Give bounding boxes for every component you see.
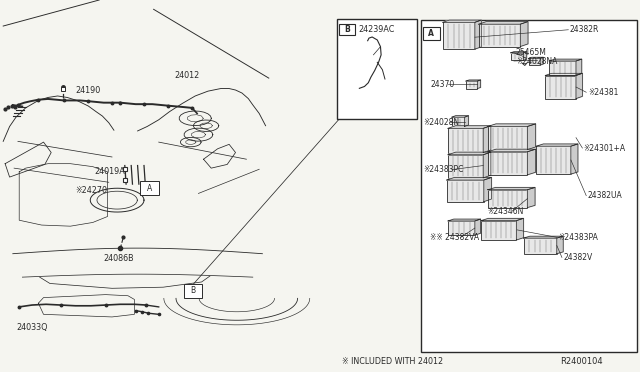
Bar: [339, 24, 355, 35]
Polygon shape: [483, 152, 491, 178]
Bar: [524, 238, 557, 254]
Polygon shape: [524, 236, 563, 238]
Text: B: B: [191, 286, 196, 295]
Polygon shape: [488, 124, 536, 126]
Polygon shape: [483, 126, 491, 153]
Bar: [337, 19, 417, 119]
Polygon shape: [536, 144, 578, 146]
Text: 25465M: 25465M: [516, 48, 547, 57]
Text: R2400104: R2400104: [560, 357, 603, 366]
Text: ※24383PA: ※24383PA: [558, 233, 598, 242]
Polygon shape: [545, 73, 582, 76]
Text: 24239AC: 24239AC: [358, 25, 395, 34]
Text: A: A: [147, 184, 152, 193]
Bar: [448, 221, 475, 235]
Polygon shape: [466, 80, 481, 81]
Text: ※※ 24382VA: ※※ 24382VA: [430, 233, 479, 242]
Text: B: B: [344, 25, 349, 34]
Polygon shape: [529, 57, 543, 58]
Polygon shape: [488, 149, 536, 152]
Polygon shape: [448, 152, 491, 155]
Polygon shape: [475, 20, 481, 49]
Bar: [421, 20, 637, 352]
Bar: [529, 58, 540, 65]
Polygon shape: [465, 116, 468, 126]
Bar: [488, 190, 527, 208]
Bar: [184, 284, 202, 298]
Text: 24190: 24190: [76, 86, 100, 94]
Text: ※24381: ※24381: [588, 88, 618, 97]
Bar: [448, 128, 483, 153]
Polygon shape: [549, 59, 582, 61]
Text: 24382R: 24382R: [570, 25, 599, 34]
Text: ※ INCLUDED WITH 24012: ※ INCLUDED WITH 24012: [342, 357, 444, 366]
Polygon shape: [571, 144, 578, 174]
Polygon shape: [516, 218, 524, 240]
Polygon shape: [448, 219, 481, 221]
Bar: [443, 22, 475, 49]
Text: ※24028N: ※24028N: [423, 118, 459, 126]
Polygon shape: [540, 57, 543, 65]
Text: 24382V: 24382V: [563, 253, 593, 262]
Bar: [140, 181, 159, 195]
Text: 24086B: 24086B: [104, 254, 134, 263]
Bar: [536, 146, 571, 174]
Polygon shape: [527, 124, 536, 150]
Text: ※24270: ※24270: [76, 186, 108, 195]
Polygon shape: [527, 149, 536, 175]
Polygon shape: [475, 219, 481, 235]
Polygon shape: [477, 80, 481, 89]
Bar: [423, 27, 440, 40]
Text: ※24346N: ※24346N: [488, 207, 524, 216]
Bar: [479, 24, 520, 46]
Polygon shape: [481, 218, 524, 221]
Text: ※24028NA: ※24028NA: [516, 57, 557, 65]
Bar: [545, 76, 576, 99]
Bar: [511, 53, 524, 60]
Bar: [452, 117, 465, 126]
Text: ※24301+A: ※24301+A: [584, 144, 626, 153]
Polygon shape: [479, 22, 528, 24]
Polygon shape: [527, 187, 535, 208]
Bar: [488, 126, 527, 150]
Text: 24370: 24370: [430, 80, 454, 89]
Bar: [447, 180, 484, 202]
Bar: [481, 221, 516, 240]
Bar: [549, 61, 576, 75]
Text: 24033Q: 24033Q: [16, 323, 47, 332]
Polygon shape: [520, 22, 528, 46]
Polygon shape: [576, 73, 582, 99]
Bar: [466, 81, 477, 89]
Polygon shape: [443, 20, 481, 22]
Text: A: A: [428, 29, 435, 38]
Polygon shape: [488, 187, 535, 190]
Polygon shape: [447, 177, 492, 180]
Polygon shape: [557, 236, 563, 254]
Text: 24012: 24012: [174, 71, 199, 80]
Bar: [488, 152, 527, 175]
Polygon shape: [524, 52, 527, 60]
Polygon shape: [576, 59, 582, 75]
Polygon shape: [448, 126, 491, 128]
Text: ※24383PC: ※24383PC: [423, 165, 463, 174]
Polygon shape: [484, 177, 492, 202]
Text: 24382UA: 24382UA: [588, 191, 622, 200]
Polygon shape: [452, 116, 468, 117]
Polygon shape: [511, 52, 527, 53]
Text: 24019A: 24019A: [95, 167, 125, 176]
Bar: [448, 155, 483, 178]
